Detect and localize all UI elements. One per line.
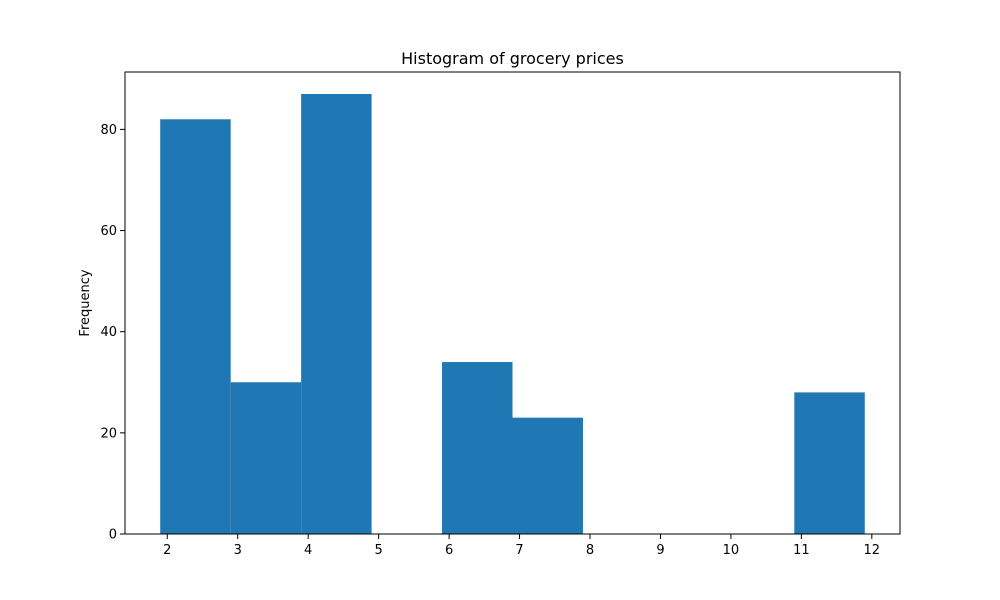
y-tick-label: 60 — [100, 224, 117, 239]
y-tick-label: 40 — [100, 325, 117, 340]
y-tick-label: 20 — [100, 426, 117, 441]
y-axis-label: Frequency — [78, 269, 93, 336]
x-tick-label: 3 — [234, 543, 242, 558]
x-tick-label: 8 — [586, 543, 594, 558]
histogram-bar-4 — [442, 362, 513, 534]
y-tick-label: 80 — [100, 123, 117, 138]
x-tick-label: 5 — [374, 543, 382, 558]
x-tick-label: 2 — [163, 543, 171, 558]
histogram-bar-0 — [160, 119, 231, 534]
x-axis-ticks: 2 3 4 5 6 7 8 9 10 11 12 — [163, 534, 880, 558]
histogram-bar-5 — [512, 417, 583, 534]
y-axis-ticks: 0 20 40 60 80 — [100, 123, 125, 543]
x-tick-label: 9 — [656, 543, 664, 558]
x-tick-label: 10 — [723, 543, 740, 558]
x-tick-label: 7 — [515, 543, 523, 558]
bars-group — [160, 94, 865, 534]
plot-frame — [124, 71, 901, 535]
x-tick-label: 11 — [793, 543, 810, 558]
x-tick-label: 6 — [445, 543, 453, 558]
x-tick-label: 12 — [864, 543, 881, 558]
histogram-bar-9 — [794, 392, 865, 534]
x-tick-label: 4 — [304, 543, 312, 558]
y-tick-label: 0 — [109, 528, 117, 543]
histogram-bar-1 — [230, 382, 302, 534]
histogram-bar-2 — [301, 94, 372, 534]
chart-title: Histogram of grocery prices — [401, 49, 624, 68]
